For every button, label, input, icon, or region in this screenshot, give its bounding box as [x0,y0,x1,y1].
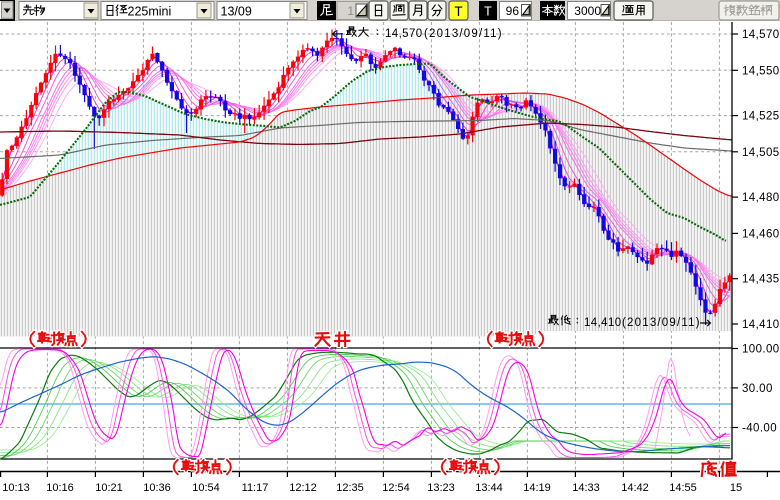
svg-text:14,570: 14,570 [742,29,780,41]
svg-text:(2013/09/11): (2013/09/11) [424,28,503,40]
svg-text:13:23: 13:23 [427,482,455,494]
svg-text:10:54: 10:54 [192,482,220,494]
svg-text:12:35: 12:35 [336,482,364,494]
svg-text:14,570: 14,570 [385,28,423,40]
svg-text:10:21: 10:21 [95,482,123,494]
svg-text:3000: 3000 [574,4,601,18]
svg-text:1: 1 [347,4,354,18]
svg-text:14,525: 14,525 [742,111,780,123]
svg-text:(2013/09/11): (2013/09/11) [622,317,701,329]
svg-text:10:13: 10:13 [2,482,30,494]
svg-text:14,480: 14,480 [742,192,780,204]
svg-text:14,435: 14,435 [742,274,780,286]
svg-text:-40.00: -40.00 [742,423,777,435]
svg-text:100.00: 100.00 [742,344,780,356]
svg-text:15: 15 [730,482,742,494]
svg-text:10:16: 10:16 [46,482,74,494]
svg-text:225mini: 225mini [128,5,172,19]
svg-text:10:36: 10:36 [143,482,171,494]
svg-text:14:55: 14:55 [669,482,697,494]
svg-text:T: T [454,4,462,19]
svg-text:T: T [484,5,492,19]
svg-text:30.00: 30.00 [742,383,773,395]
svg-text:14:19: 14:19 [523,482,551,494]
svg-text:14,410: 14,410 [584,317,622,329]
svg-text:13:44: 13:44 [475,482,503,494]
svg-text:13/09: 13/09 [221,5,252,19]
svg-text:96: 96 [506,4,520,18]
svg-text:14:33: 14:33 [572,482,600,494]
svg-text:14,460: 14,460 [742,228,780,240]
svg-text:14:42: 14:42 [621,482,649,494]
svg-text:12:54: 12:54 [382,482,410,494]
svg-text:12:12: 12:12 [289,482,317,494]
svg-text:14,410: 14,410 [742,319,780,331]
svg-text:11:17: 11:17 [242,482,269,494]
svg-text:14,550: 14,550 [742,65,780,77]
svg-text:14,505: 14,505 [742,147,780,159]
